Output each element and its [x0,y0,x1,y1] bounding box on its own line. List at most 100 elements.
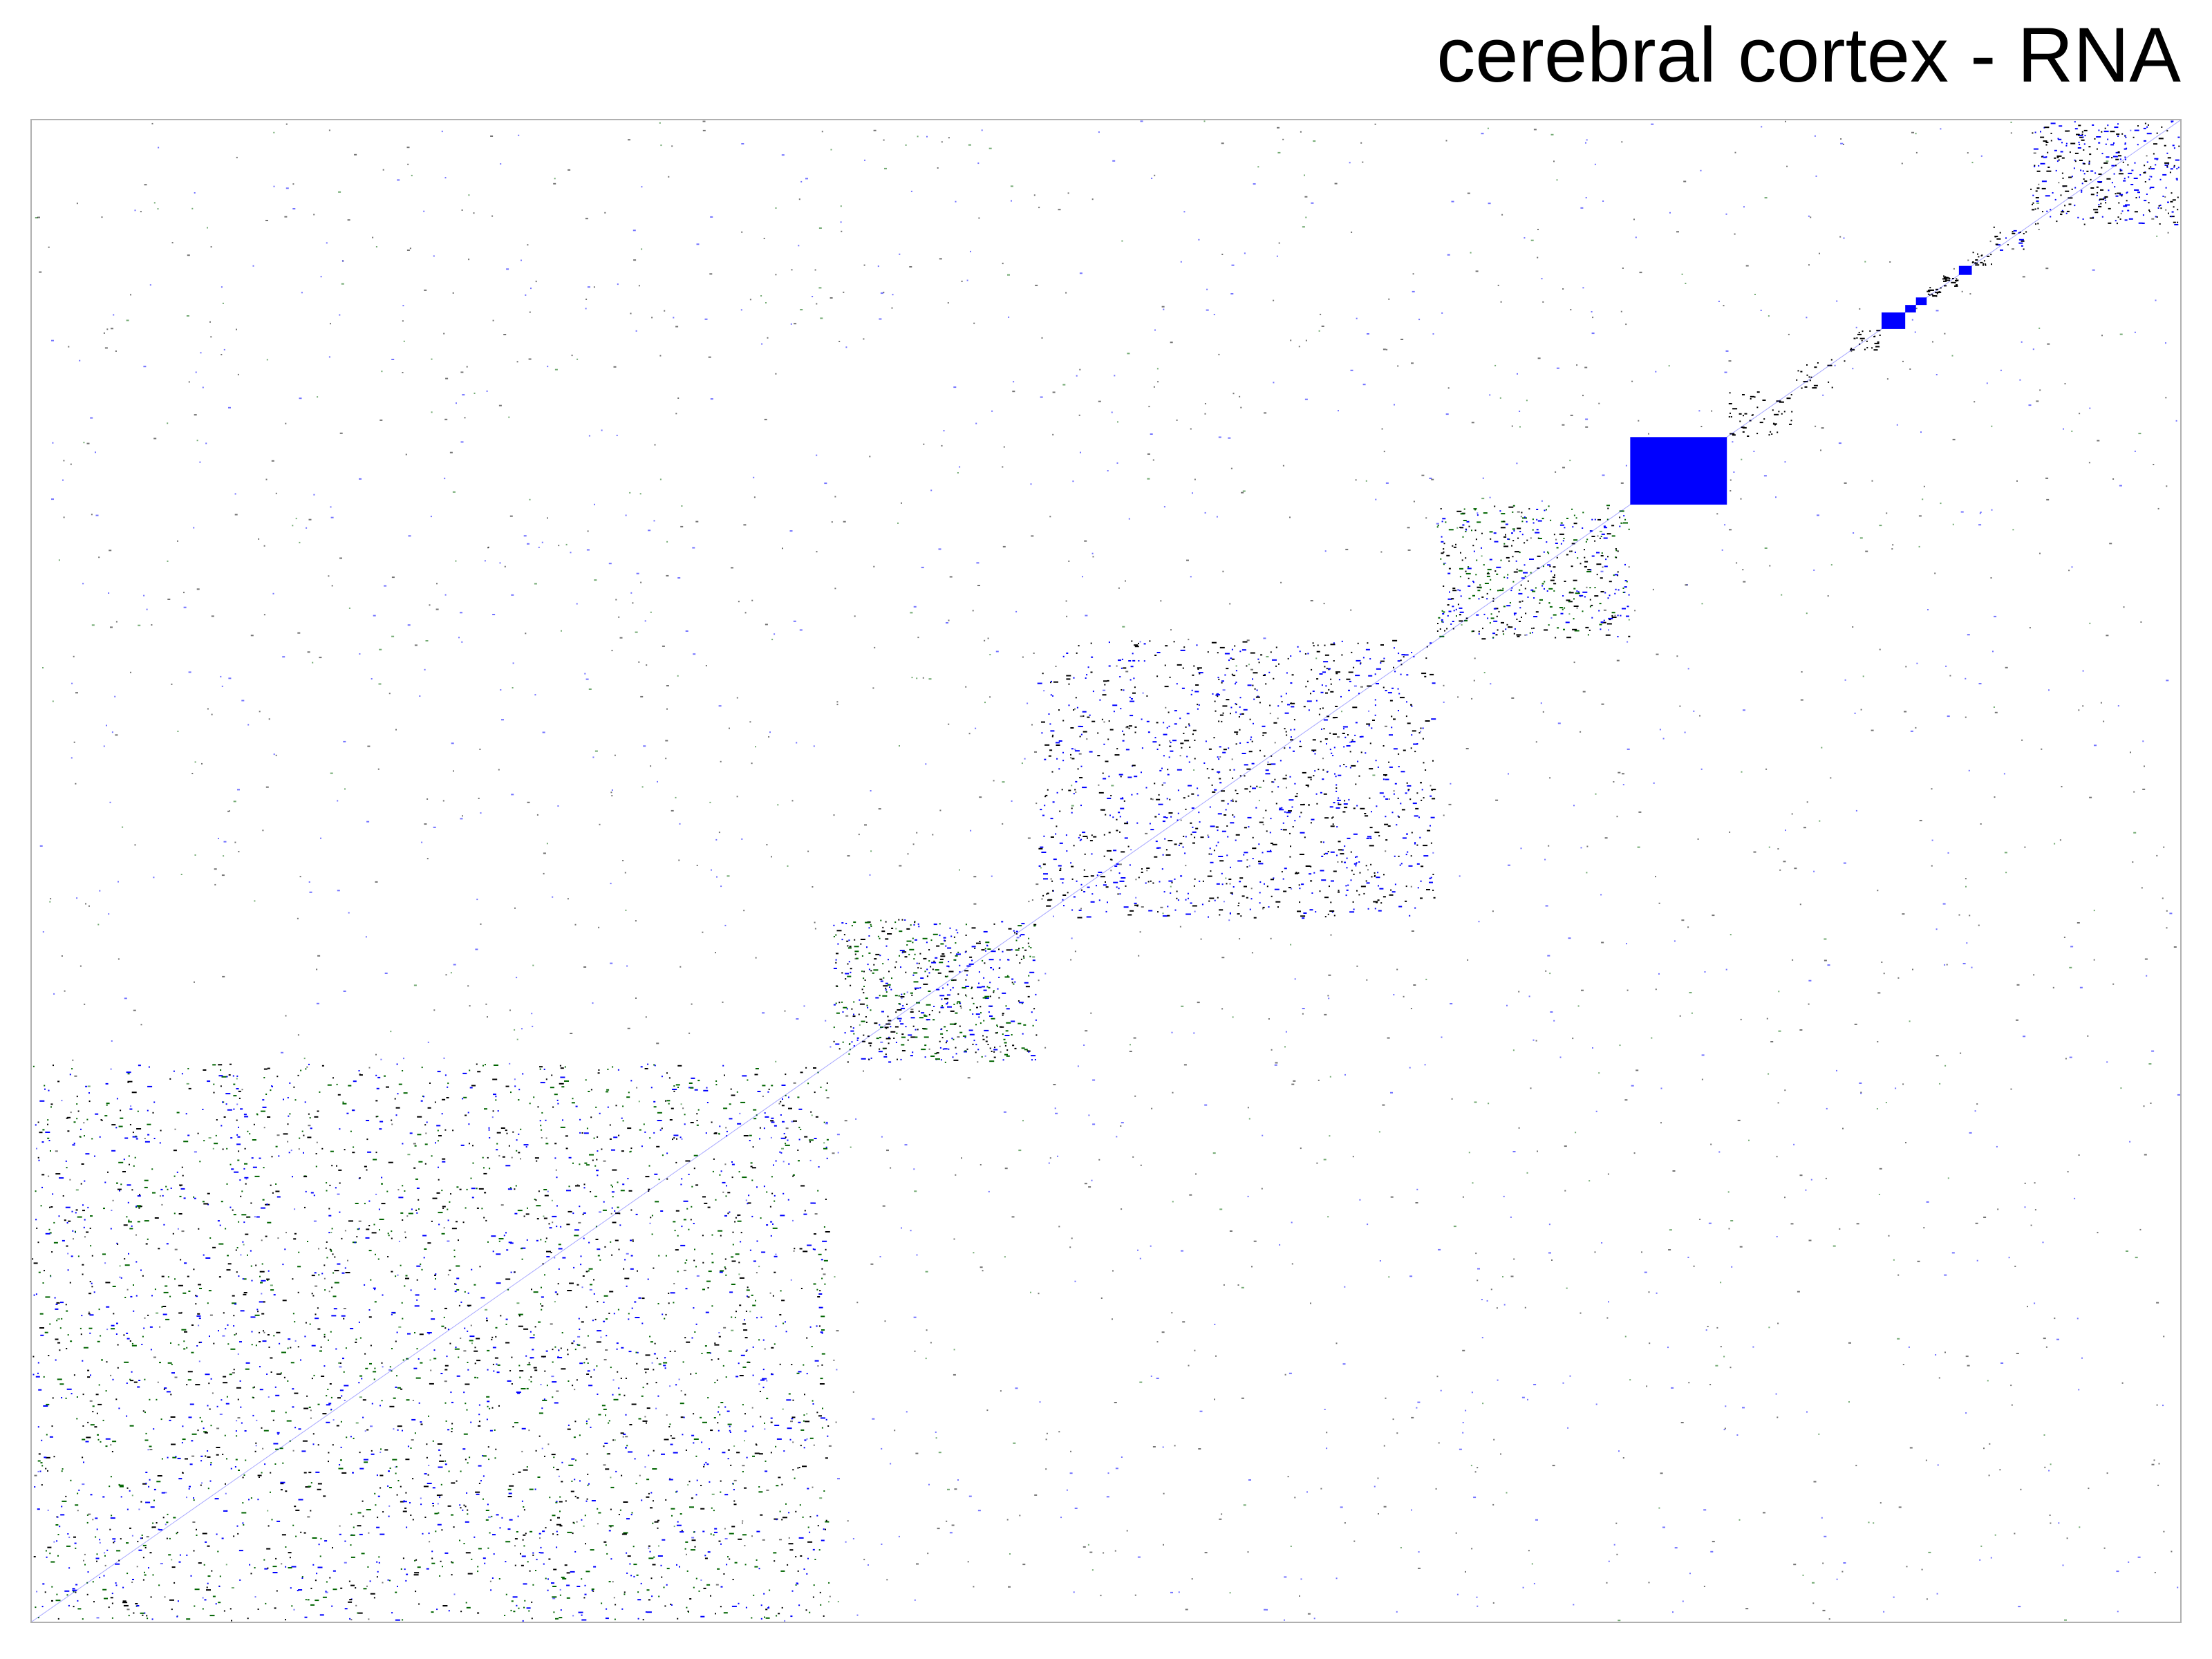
heatmap-cell [88,1311,90,1313]
heatmap-cell [1639,272,1642,274]
heatmap-cell [681,505,683,507]
heatmap-cell [1492,1602,1494,1604]
heatmap-cell [847,1520,849,1522]
heatmap-cell [1291,1221,1293,1224]
heatmap-cell [1194,910,1196,912]
heatmap-cell [977,585,980,586]
heatmap-cell [1655,876,1656,878]
heatmap-cell [583,1132,589,1134]
heatmap-cell [621,1533,627,1535]
heatmap-cell [1324,550,1327,552]
heatmap-cell [308,881,310,883]
heatmap-cell [301,292,303,294]
heatmap-cell [742,1471,744,1472]
heatmap-cell [72,1589,77,1591]
heatmap-cell [1021,762,1023,765]
heatmap-cell [166,1537,168,1539]
heatmap-cell [1731,1266,1733,1268]
heatmap-cell [237,1533,239,1535]
heatmap-cell [548,1223,550,1225]
heatmap-cell [73,741,75,743]
heatmap-cell [172,1232,174,1235]
heatmap-cell [1170,341,1173,344]
heatmap-cell [1658,973,1660,975]
heatmap-cell [1586,139,1588,141]
heatmap-cell [531,1013,533,1015]
heatmap-cell [108,592,110,594]
heatmap-cell [480,923,482,925]
heatmap-cell [1315,657,1318,659]
heatmap-cell [1009,1553,1011,1555]
heatmap-cell [746,1456,748,1459]
heatmap-cell [1978,683,1982,684]
heatmap-cell [452,491,456,493]
heatmap-cell [586,1127,588,1130]
heatmap-cell [1991,425,1993,427]
heatmap-cell [1627,748,1630,750]
heatmap-cell [82,1204,84,1206]
heatmap-cell [1219,756,1221,758]
heatmap-cell [319,1614,324,1616]
heatmap-cell [641,186,643,188]
heatmap-cell [630,1268,634,1270]
heatmap-cell [239,1380,241,1382]
heatmap-cell [467,1369,469,1371]
heatmap-cell [474,1284,476,1286]
heatmap-cell [1253,183,1256,185]
heatmap-cell [367,745,371,747]
heatmap-cell [653,1353,656,1355]
heatmap-cell [612,1581,614,1583]
heatmap-cell [1520,847,1522,850]
heatmap-cell [612,1169,617,1171]
heatmap-cell [525,1355,527,1357]
heatmap-cell [959,869,960,871]
heatmap-cell [646,1611,652,1613]
heatmap-cell [1800,699,1803,701]
heatmap-cell [234,1303,237,1305]
heatmap-cell [2050,1522,2052,1524]
heatmap-cell [377,768,379,770]
heatmap-cell [727,875,730,877]
heatmap-cell [1431,478,1434,480]
heatmap-cell [153,1488,156,1490]
heatmap-cell [491,1515,493,1517]
heatmap-cell [679,1403,684,1405]
heatmap-cell [1396,1611,1398,1613]
heatmap-cell [2039,552,2041,554]
heatmap-cell [131,1582,133,1583]
heatmap-cell [1082,1546,1086,1548]
heatmap-cell [1198,1448,1201,1450]
heatmap-cell [614,754,616,756]
heatmap-cell [212,1064,216,1066]
heatmap-cell [303,1407,309,1409]
heatmap-cell [666,1414,668,1416]
heatmap-cell [2045,1346,2047,1348]
heatmap-cell [648,529,651,532]
heatmap-cell [417,1134,422,1136]
heatmap-cell [905,144,907,146]
heatmap-cell [648,1599,650,1601]
heatmap-cell [550,1087,554,1089]
heatmap-cell [247,1130,249,1132]
heatmap-cell [1387,1037,1390,1039]
heatmap-cell [55,1524,59,1526]
heatmap-cell [914,1599,916,1601]
heatmap-cell [1576,607,1578,609]
heatmap-cell [76,1418,78,1420]
heatmap-cell [255,1442,257,1444]
heatmap-cell [142,1275,144,1277]
heatmap-cell [820,1331,823,1333]
heatmap-cell [379,1219,384,1220]
heatmap-cell [872,687,874,689]
heatmap-cell [685,630,688,632]
heatmap-cell [402,320,404,322]
heatmap-cell [210,246,212,248]
heatmap-cell [1199,1410,1203,1412]
heatmap-cell [856,1614,859,1616]
heatmap-cell [1715,1365,1718,1367]
heatmap-cell [202,1608,204,1610]
heatmap-cell [1613,781,1615,782]
heatmap-cell [276,1134,280,1136]
heatmap-cell [2079,1526,2081,1528]
heatmap-cell [840,221,842,223]
